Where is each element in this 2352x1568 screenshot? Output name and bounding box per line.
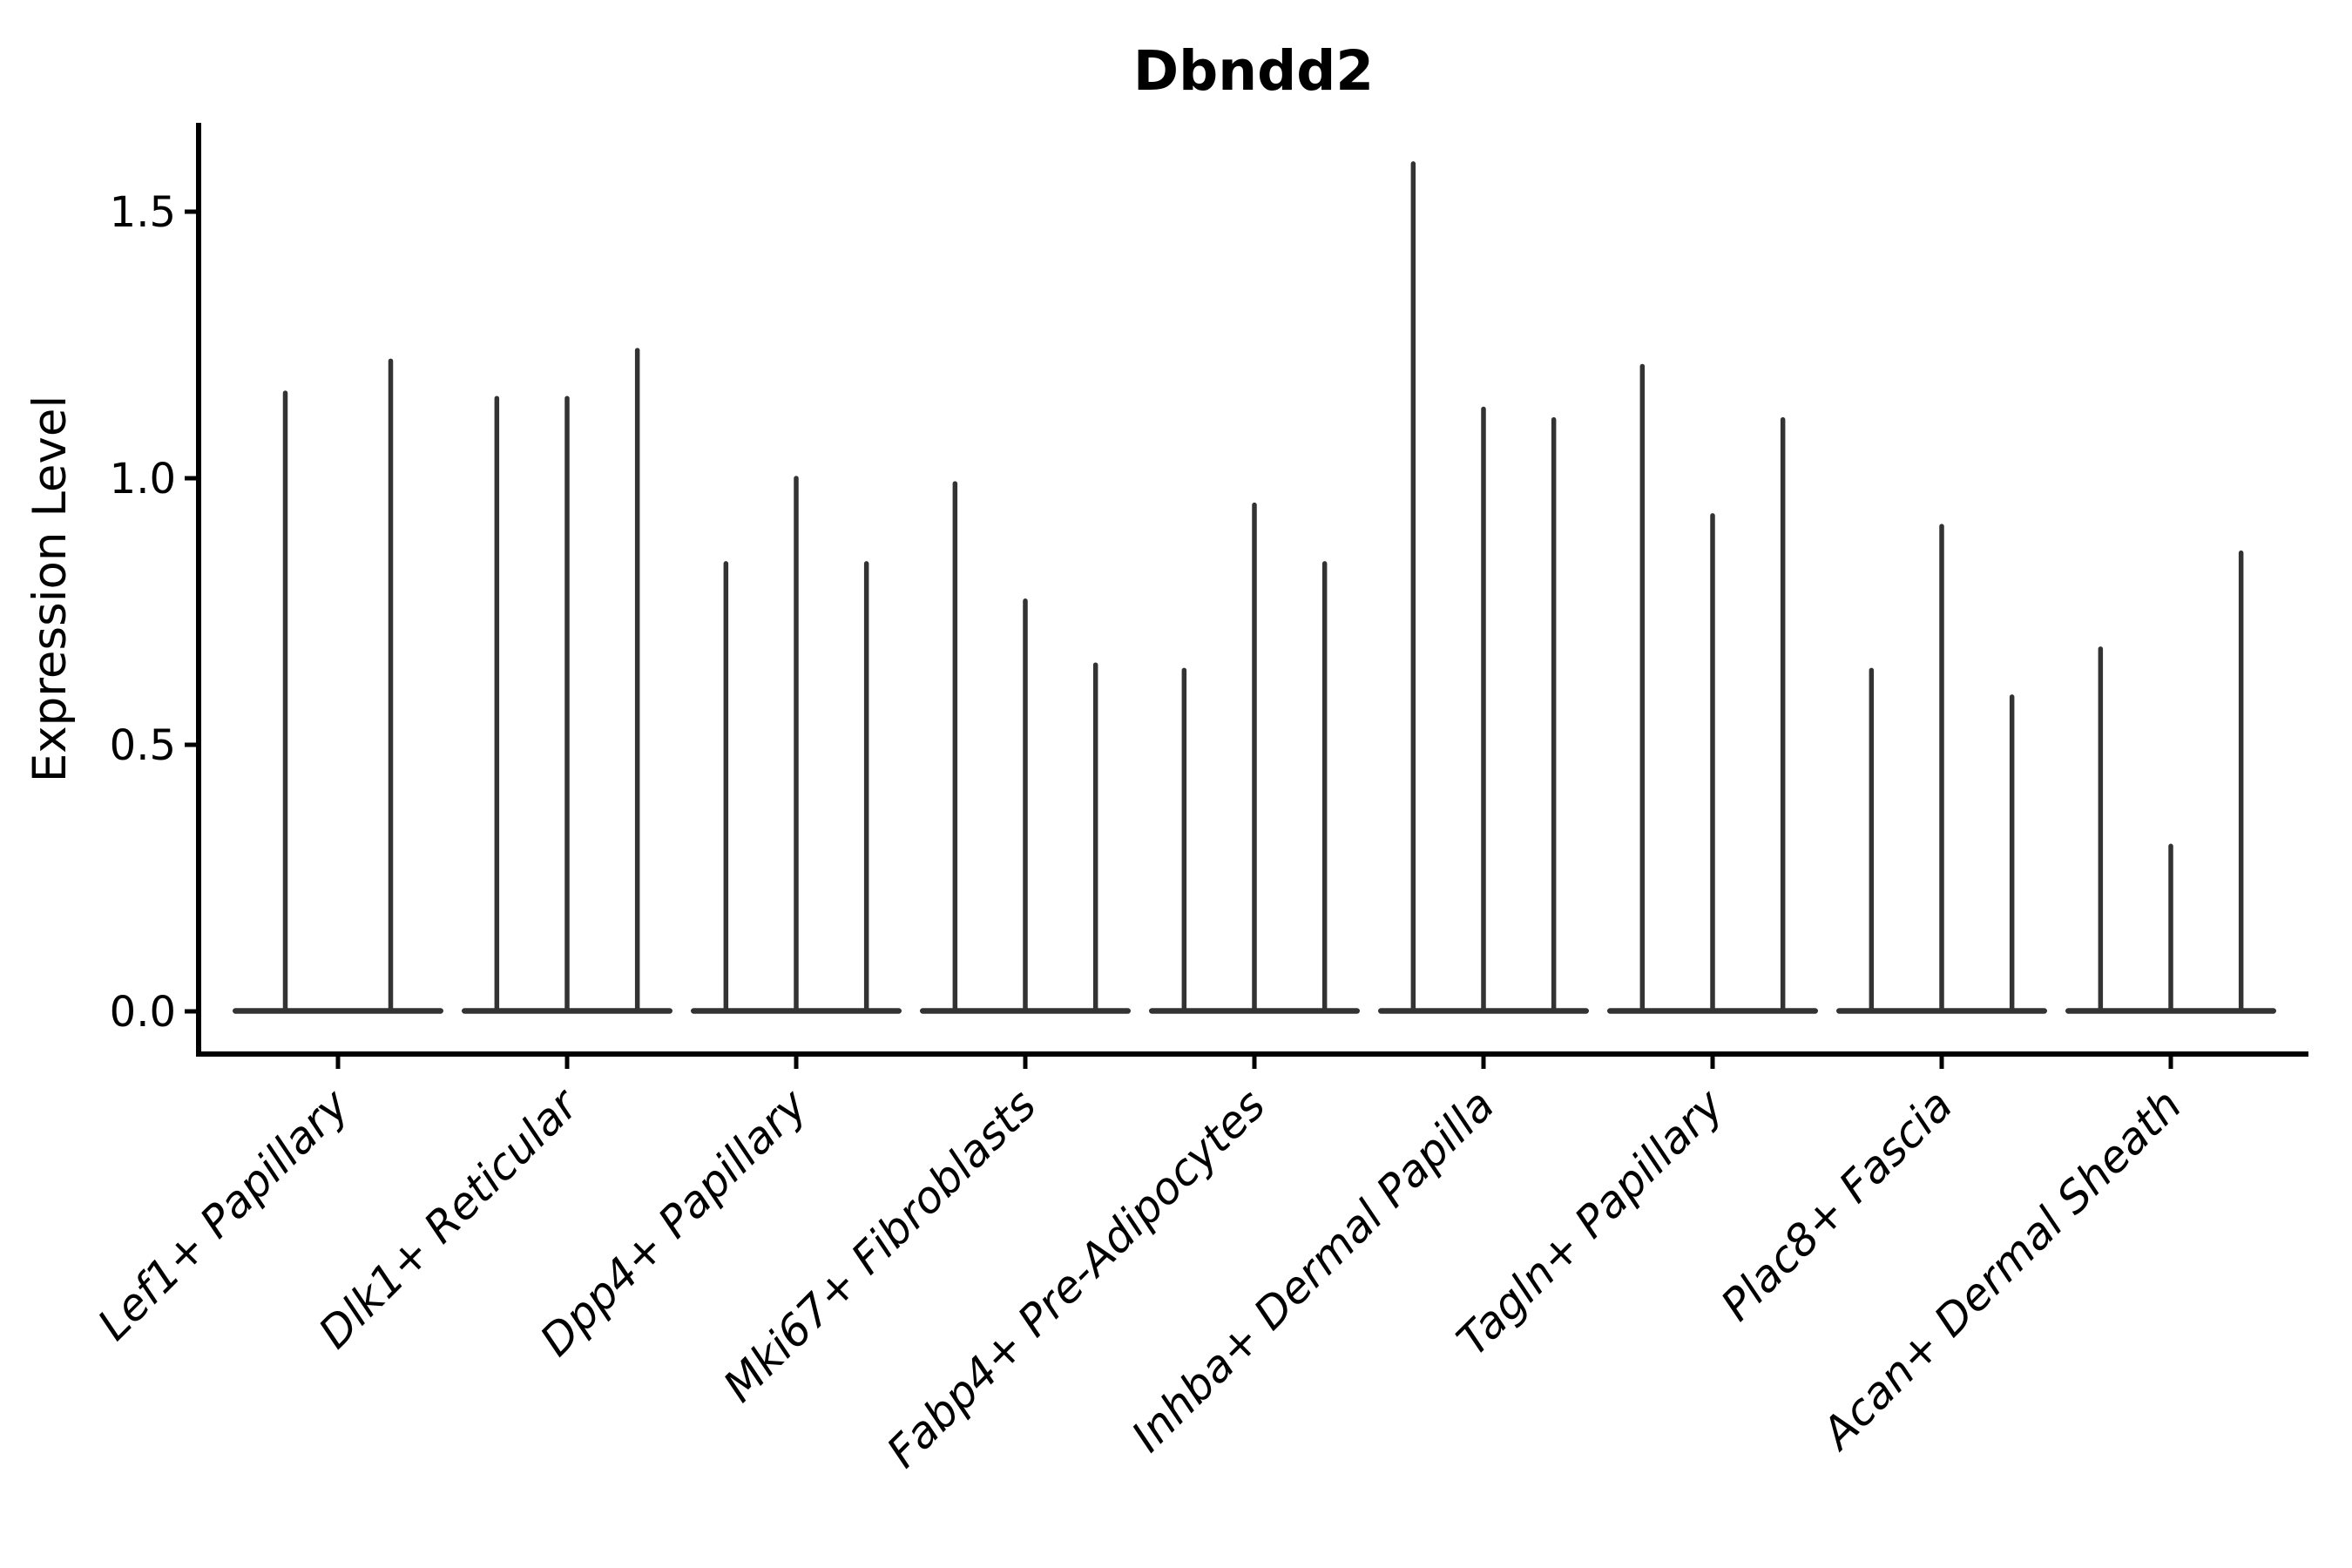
y-tick-label: 0.0: [110, 988, 176, 1037]
x-tick-label: Inhba+ Dermal Papilla: [1122, 1079, 1504, 1461]
y-tick-label: 0.5: [110, 721, 176, 770]
plot-title: Dbndd2: [1133, 39, 1374, 103]
x-tick-label: Plac8+ Fascia: [1712, 1079, 1963, 1330]
x-tick-label: Acan+ Dermal Sheath: [1811, 1079, 2192, 1460]
violin-base: [233, 1008, 443, 1014]
y-tick-label: 1.5: [110, 188, 176, 237]
x-tick-label: Lef1+ Papillary: [88, 1078, 359, 1349]
y-axis-label: Expression Level: [24, 395, 77, 782]
y-tick-label: 1.0: [110, 455, 176, 504]
violins-layer: [233, 161, 2276, 1014]
x-tick-label: Fabp4+ Pre-Adipocytes: [877, 1079, 1275, 1477]
